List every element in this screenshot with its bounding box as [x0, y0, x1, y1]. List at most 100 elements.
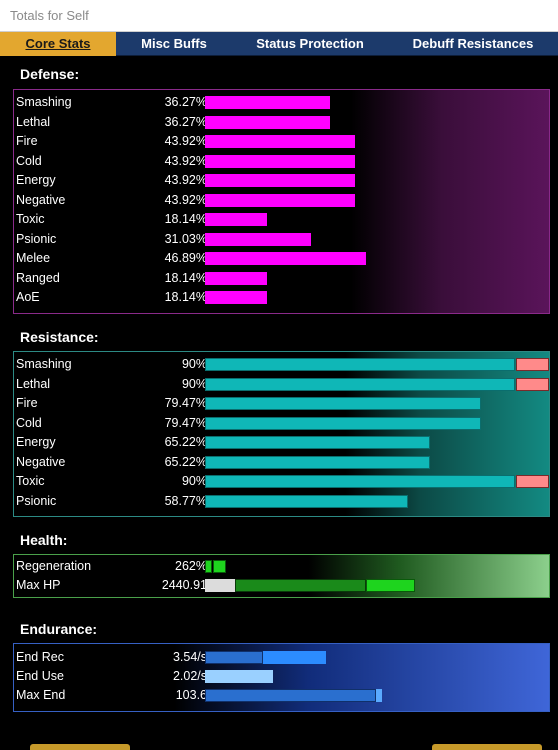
resistance-label: Psionic	[16, 493, 57, 508]
defense-bar	[205, 213, 267, 226]
defense-label: Melee	[16, 251, 51, 265]
resistance-bar	[205, 436, 430, 449]
health-title: Health:	[20, 532, 68, 548]
defense-row-cold: Cold 43.92%	[14, 152, 549, 171]
defense-bar	[205, 154, 355, 168]
window-title: Totals for Self	[10, 8, 89, 23]
defense-label: Psionic	[16, 231, 57, 246]
health-label: Regeneration	[16, 559, 92, 573]
resistance-row-toxic: Toxic 90%	[14, 472, 549, 491]
resistance-value: 65.22%	[164, 435, 207, 449]
max-hp-bar	[235, 579, 366, 592]
resistance-label: Energy	[16, 435, 56, 449]
resistance-row-cold: Cold 79.47%	[14, 414, 549, 433]
tab-debuff-resistances[interactable]: Debuff Resistances	[412, 36, 534, 51]
resistance-row-energy: Energy 65.22%	[14, 433, 549, 452]
regeneration-base-bar	[205, 560, 212, 573]
defense-row-fire: Fire 43.92%	[14, 132, 549, 151]
defense-row-negative: Negative 43.92%	[14, 191, 549, 210]
defense-value: 36.27%	[164, 95, 207, 109]
defense-row-aoe: AoE 18.14%	[14, 288, 549, 307]
health-value: 2440.91	[161, 578, 207, 592]
resistance-value: 65.22%	[164, 454, 207, 469]
defense-bar	[205, 193, 355, 207]
tab-core-stats[interactable]: Core Stats	[0, 32, 116, 56]
max-hp-base-bar	[205, 579, 235, 592]
resistance-row-fire: Fire 79.47%	[14, 394, 549, 413]
resistance-label: Cold	[16, 415, 42, 430]
max-end-bonus-bar	[376, 689, 382, 702]
endurance-value: 2.02/s	[172, 669, 207, 683]
defense-bar	[205, 271, 267, 285]
defense-title: Defense:	[20, 66, 80, 82]
endurance-value: 103.6	[175, 688, 207, 702]
defense-bar	[205, 174, 355, 187]
resistance-value: 90%	[181, 376, 207, 391]
defense-label: Negative	[16, 192, 66, 207]
tab-misc-buffs[interactable]: Misc Buffs	[141, 36, 207, 51]
resistance-cap-indicator	[516, 475, 549, 488]
health-value: 262%	[175, 559, 207, 573]
endurance-row-end-rec: End Rec 3.54/s	[14, 648, 549, 667]
defense-row-melee: Melee 46.89%	[14, 249, 549, 268]
defense-value: 43.92%	[164, 153, 207, 168]
defense-value: 43.92%	[164, 192, 207, 207]
endurance-row-end-use: End Use 2.02/s	[14, 667, 549, 686]
resistance-row-psionic: Psionic 58.77%	[14, 492, 549, 511]
defense-label: Lethal	[16, 114, 51, 129]
endurance-label: End Use	[16, 669, 64, 683]
resistance-bar	[205, 494, 408, 508]
defense-value: 43.92%	[164, 134, 207, 148]
resistance-bar	[205, 397, 481, 410]
defense-bar	[205, 135, 355, 148]
window-titlebar: Totals for Self	[0, 0, 558, 32]
regeneration-bar	[213, 560, 226, 573]
defense-label: AoE	[16, 290, 40, 304]
resistance-value: 58.77%	[164, 493, 207, 508]
max-hp-bonus-bar	[366, 579, 415, 592]
resistance-label: Negative	[16, 454, 66, 469]
defense-value: 46.89%	[164, 251, 207, 265]
resistance-label: Fire	[16, 396, 38, 410]
resistance-cap-indicator	[516, 358, 549, 371]
resistance-bar	[205, 416, 481, 430]
defense-value: 36.27%	[164, 114, 207, 129]
defense-label: Fire	[16, 134, 38, 148]
resistance-label: Smashing	[16, 357, 72, 371]
health-label: Max HP	[16, 578, 61, 592]
health-row-max-hp: Max HP 2440.91	[14, 576, 549, 595]
defense-label: Cold	[16, 153, 42, 168]
defense-row-smashing: Smashing 36.27%	[14, 93, 549, 112]
defense-bar	[205, 252, 366, 265]
end-rec-base-bar	[205, 651, 263, 664]
defense-value: 43.92%	[164, 173, 207, 187]
resistance-value: 90%	[181, 474, 207, 488]
defense-label: Energy	[16, 173, 56, 187]
defense-panel: Smashing 36.27% Lethal 36.27% Fire 43.92…	[13, 89, 550, 314]
defense-value: 18.14%	[164, 290, 207, 304]
bottom-left-button[interactable]	[30, 744, 130, 750]
resistance-label: Lethal	[16, 376, 51, 391]
defense-value: 18.14%	[164, 212, 207, 226]
tab-status-protection[interactable]: Status Protection	[256, 36, 364, 51]
end-rec-bar	[263, 651, 326, 664]
bottom-right-button[interactable]	[432, 744, 542, 750]
resistance-panel: Smashing 90% Lethal 90% Fire 79.47% Cold…	[13, 351, 550, 517]
resistance-bar	[205, 455, 430, 469]
resistance-row-negative: Negative 65.22%	[14, 453, 549, 472]
defense-row-toxic: Toxic 18.14%	[14, 210, 549, 229]
defense-row-lethal: Lethal 36.27%	[14, 113, 549, 132]
defense-bar	[205, 291, 267, 304]
resistance-cap-indicator	[516, 377, 549, 391]
endurance-label: End Rec	[16, 650, 64, 664]
defense-label: Toxic	[16, 212, 45, 226]
resistance-value: 79.47%	[164, 396, 207, 410]
defense-value: 18.14%	[164, 270, 207, 285]
endurance-value: 3.54/s	[172, 650, 207, 664]
health-row-regeneration: Regeneration 262%	[14, 557, 549, 576]
resistance-title: Resistance:	[20, 329, 99, 345]
resistance-value: 90%	[181, 357, 207, 371]
defense-row-energy: Energy 43.92%	[14, 171, 549, 190]
endurance-row-max-end: Max End 103.6	[14, 686, 549, 705]
defense-bar	[205, 115, 330, 129]
